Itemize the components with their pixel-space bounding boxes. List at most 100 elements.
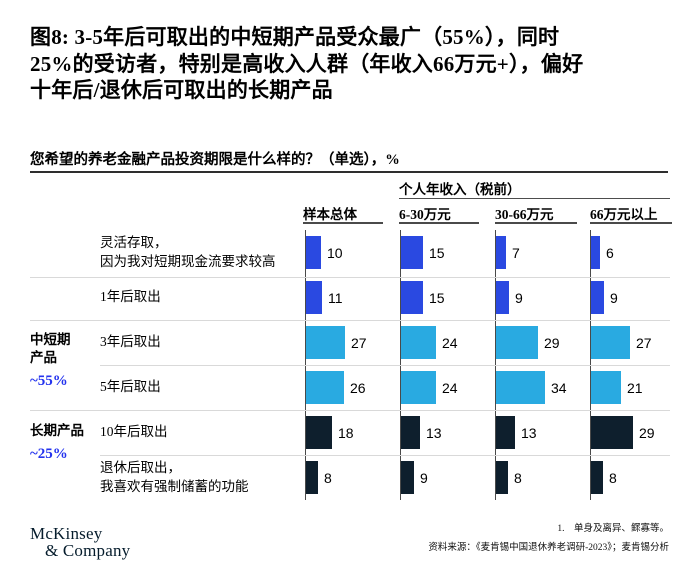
bar-cell: 6 <box>591 236 614 269</box>
row-separator <box>30 277 670 278</box>
bar-value: 15 <box>429 244 445 261</box>
bar-cell: 24 <box>401 326 458 359</box>
bar-value: 18 <box>338 424 354 441</box>
bar <box>401 461 414 494</box>
column-header-total-sample: 样本总体 <box>303 203 383 224</box>
bar-value: 26 <box>350 379 366 396</box>
column-header-income-6-30: 6-30万元 <box>399 203 479 224</box>
bar <box>591 326 630 359</box>
exhibit-title: 图8: 3-5年后可取出的中短期产品受众最广（55%），同时 25%的受访者，特… <box>30 24 678 104</box>
row-group-label-line: 中短期 <box>30 332 71 347</box>
row-separator <box>30 410 670 411</box>
bar <box>591 461 603 494</box>
footnotes: 1. 单身及离异、鳏寡等。 资料来源：《麦肯锡中国退休养老调研-2023》；麦肯… <box>428 520 669 558</box>
bar <box>496 236 506 269</box>
bar-cell: 13 <box>496 416 537 449</box>
bar <box>306 416 332 449</box>
bar <box>591 371 621 404</box>
bar <box>591 236 600 269</box>
bar-value: 13 <box>521 424 537 441</box>
bar <box>306 371 344 404</box>
bar-cell: 26 <box>306 371 366 404</box>
bar-value: 9 <box>420 469 428 486</box>
chart-row: 1年后取出 11 15 9 9 <box>0 275 700 320</box>
bar-cell: 8 <box>496 461 522 494</box>
mckinsey-logo: McKinsey & Company <box>30 525 130 560</box>
bar-cell: 9 <box>496 281 523 314</box>
row-label: 退休后取出， 我喜欢有强制储蓄的功能 <box>100 460 249 494</box>
chart-question: 您希望的养老金融产品投资期限是什么样的？（单选），% <box>30 152 400 168</box>
row-label: 5年后取出 <box>100 379 161 395</box>
bar-cell: 8 <box>591 461 617 494</box>
chart-row: 10年后取出 18 13 13 29 <box>0 410 700 455</box>
row-separator <box>30 320 670 321</box>
bar-cell: 13 <box>401 416 442 449</box>
row-label: 10年后取出 <box>100 424 168 440</box>
exhibit-title-line-1: 图8: 3-5年后可取出的中短期产品受众最广（55%），同时 <box>30 25 560 49</box>
bar-value: 21 <box>627 379 643 396</box>
bar-value: 27 <box>351 334 367 351</box>
bar-cell: 9 <box>401 461 428 494</box>
bar-cell: 24 <box>401 371 458 404</box>
bar <box>591 281 604 314</box>
bar-value: 10 <box>327 244 343 261</box>
row-group-label-mid-short-term: 中短期 产品 ~55% <box>30 331 100 392</box>
bar-value: 9 <box>515 289 523 306</box>
bar <box>306 326 345 359</box>
bar-value: 15 <box>429 289 445 306</box>
chart-row: 灵活存取， 因为我对短期现金流要求较高 10 15 7 6 <box>0 230 700 275</box>
chart-row: 5年后取出 26 24 34 21 <box>0 365 700 410</box>
source-line: 资料来源：《麦肯锡中国退休养老调研-2023》；麦肯锡分析 <box>428 543 669 553</box>
bar-value: 13 <box>426 424 442 441</box>
bar <box>401 236 423 269</box>
bar-cell: 29 <box>496 326 560 359</box>
row-group-label-line: 长期产品 <box>30 423 84 438</box>
bar-cell: 10 <box>306 236 343 269</box>
bar <box>496 371 545 404</box>
income-group-underline <box>399 198 670 199</box>
bar-cell: 11 <box>306 281 343 314</box>
bar <box>306 281 322 314</box>
column-header-income-66-plus: 66万元以上 <box>590 203 672 224</box>
bar-value: 34 <box>551 379 567 396</box>
bar-cell: 21 <box>591 371 643 404</box>
bar-value: 29 <box>639 424 655 441</box>
bar-cell: 34 <box>496 371 567 404</box>
chart-row: 退休后取出， 我喜欢有强制储蓄的功能 8 9 8 8 <box>0 455 700 500</box>
bar <box>496 281 509 314</box>
bar <box>496 326 538 359</box>
row-label: 1年后取出 <box>100 289 161 305</box>
bar-cell: 15 <box>401 281 445 314</box>
bar-cell: 18 <box>306 416 354 449</box>
bar-cell: 9 <box>591 281 618 314</box>
bar <box>496 416 515 449</box>
column-header-income-30-66: 30-66万元 <box>495 203 577 224</box>
bar-cell: 15 <box>401 236 445 269</box>
bar <box>306 236 321 269</box>
chart-row: 3年后取出 27 24 29 27 <box>0 320 700 365</box>
bar-value: 11 <box>328 289 343 306</box>
bar-value: 29 <box>544 334 560 351</box>
bar <box>591 416 633 449</box>
bar <box>401 416 420 449</box>
row-group-label-line: 产品 <box>30 350 57 366</box>
bar <box>401 326 436 359</box>
exhibit-title-line-2: 25%的受访者，特别是高收入人群（年收入66万元+），偏好 <box>30 51 584 76</box>
row-label: 灵活存取， 因为我对短期现金流要求较高 <box>100 235 276 269</box>
income-group-header: 个人年收入（税前） <box>399 182 521 197</box>
bar <box>306 461 318 494</box>
chart-rows: 灵活存取， 因为我对短期现金流要求较高 10 15 7 6 1年后取出 11 15 9 9 3年后取出… <box>0 230 700 500</box>
bar-cell: 29 <box>591 416 655 449</box>
row-group-share: ~55% <box>30 373 68 390</box>
bar <box>401 281 423 314</box>
footnote-1: 1. 单身及离异、鳏寡等。 <box>557 524 669 534</box>
mckinsey-logo-line-1: McKinsey <box>30 524 103 543</box>
bar-value: 9 <box>610 289 618 306</box>
bar <box>496 461 508 494</box>
bar <box>401 371 436 404</box>
bar-value: 24 <box>442 379 458 396</box>
bar-value: 27 <box>636 334 652 351</box>
bar-value: 8 <box>324 469 332 486</box>
row-group-label-long-term: 长期产品 ~25% <box>30 422 100 464</box>
